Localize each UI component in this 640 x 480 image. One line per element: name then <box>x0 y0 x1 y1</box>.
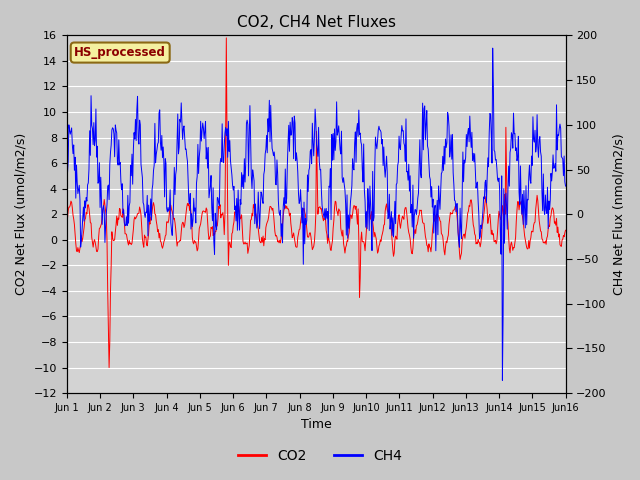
CO2 <box>63 219 70 225</box>
CH4 <box>391 198 399 204</box>
CO2 <box>392 234 400 240</box>
Title: CO2, CH4 Net Fluxes: CO2, CH4 Net Fluxes <box>237 15 396 30</box>
Line: CH4: CH4 <box>67 48 566 380</box>
Y-axis label: CO2 Net Flux (umol/m2/s): CO2 Net Flux (umol/m2/s) <box>15 133 28 295</box>
CO2 <box>175 239 182 245</box>
CH4 <box>124 223 131 228</box>
CO2 <box>223 35 230 41</box>
CH4 <box>63 147 70 153</box>
CO2 <box>378 233 385 239</box>
CO2 <box>72 240 79 246</box>
CO2 <box>105 365 113 371</box>
CH4 <box>376 127 384 133</box>
CO2 <box>201 209 209 215</box>
CH4 <box>72 195 79 201</box>
Line: CO2: CO2 <box>67 38 566 368</box>
CH4 <box>499 377 506 383</box>
Y-axis label: CH4 Net Flux (nmol/m2/s): CH4 Net Flux (nmol/m2/s) <box>612 133 625 295</box>
Legend: CO2, CH4: CO2, CH4 <box>232 443 408 468</box>
X-axis label: Time: Time <box>301 419 332 432</box>
CO2 <box>124 240 132 245</box>
Text: HS_processed: HS_processed <box>74 46 166 59</box>
CH4 <box>562 183 570 189</box>
CH4 <box>174 111 182 117</box>
CH4 <box>489 45 497 51</box>
CH4 <box>200 136 208 142</box>
CO2 <box>562 228 570 233</box>
